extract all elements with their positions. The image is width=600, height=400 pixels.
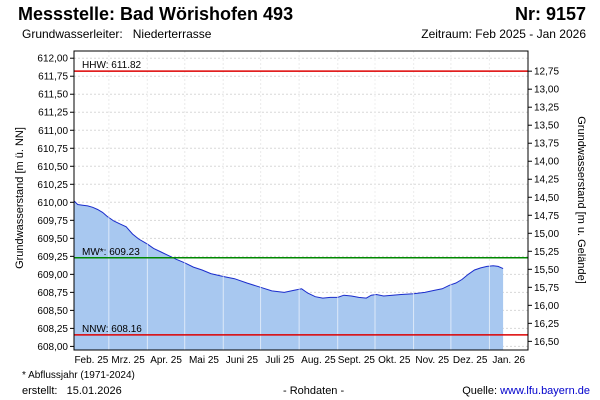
- y-right-tick-label: 15,50: [534, 265, 559, 276]
- y-axis-right: 12,75 13,00 13,25 13,50 13,75 14,00 14,25 14,50…: [528, 67, 559, 348]
- y-right-tick-label: 15,00: [534, 229, 559, 240]
- footnote: * Abflussjahr (1971-2024): [22, 370, 135, 381]
- x-tick-label: Juni 25: [226, 355, 259, 366]
- source: Quelle: www.lfu.bayern.de: [462, 385, 590, 397]
- period-label: Zeitraum: Feb 2025 - Jan 2026: [421, 27, 586, 41]
- y-tick-label: 611,75: [38, 72, 68, 83]
- y-tick-label: 612,00: [37, 54, 68, 65]
- y-right-tick-label: 16,25: [534, 319, 559, 330]
- aquifer-info: Grundwasserleiter: Niederterrasse: [22, 27, 211, 41]
- y-tick-label: 609,25: [37, 252, 68, 263]
- y-right-tick-label: 14,00: [534, 157, 559, 168]
- x-tick-label: Okt. 25: [378, 355, 411, 366]
- station-number: Nr: 9157: [514, 4, 586, 24]
- x-tick-label: Feb. 25: [74, 355, 108, 366]
- y-right-tick-label: 13,00: [534, 85, 559, 96]
- source-label: Quelle:: [462, 385, 498, 397]
- plot-frame: [73, 50, 529, 351]
- y-tick-label: 608,75: [37, 288, 68, 299]
- y-axis-left-label: Grundwasserstand [m ü. NN]: [14, 127, 26, 269]
- y-right-tick-label: 14,25: [534, 175, 559, 186]
- x-axis: Feb. 25 Mrz. 25 Apr. 25 Mai 25 Juni 25 Juli 2…: [74, 355, 525, 366]
- x-tick-label: Aug. 25: [301, 355, 336, 366]
- y-tick-label: 611,00: [38, 126, 68, 137]
- y-right-tick-label: 16,50: [534, 337, 559, 348]
- x-tick-label: Mai 25: [189, 355, 219, 366]
- y-tick-label: 610,75: [37, 144, 68, 155]
- y-right-tick-label: 16,00: [534, 301, 559, 312]
- y-axis-right-label: Grundwasserstand [m u. Gelände]: [575, 116, 587, 284]
- y-tick-label: 608,25: [37, 324, 68, 335]
- reference-lines: HHW: 611.82 MW*: 609.23 NNW: 608.16: [74, 60, 528, 336]
- source-link[interactable]: www.lfu.bayern.de: [500, 385, 590, 397]
- y-tick-label: 611,25: [38, 108, 68, 119]
- aquifer-label: Grundwasserleiter:: [22, 27, 123, 41]
- created-label: erstellt:: [22, 385, 58, 397]
- x-tick-label: Juli 25: [265, 355, 294, 366]
- created-value: 15.01.2026: [66, 385, 122, 397]
- raw-data-note: - Rohdaten -: [283, 385, 345, 397]
- y-right-tick-label: 14,75: [534, 211, 559, 222]
- y-tick-label: 610,50: [37, 162, 68, 173]
- x-tick-label: Apr. 25: [150, 355, 182, 366]
- y-right-tick-label: 13,50: [534, 121, 559, 132]
- created-date: erstellt: 15.01.2026: [22, 385, 122, 397]
- page-title: Messstelle: Bad Wörishofen 493: [18, 4, 294, 24]
- y-axis-left: 612,00 611,75 611,50 611,25 611,00 610,75 610,…: [37, 54, 74, 353]
- y-tick-label: 610,00: [37, 198, 68, 209]
- y-right-tick-label: 14,50: [534, 193, 559, 204]
- month-separators: [108, 51, 490, 350]
- y-tick-label: 610,25: [37, 180, 68, 191]
- y-right-tick-label: 13,25: [534, 103, 559, 114]
- y-right-tick-label: 12,75: [534, 67, 559, 78]
- y-tick-label: 609,00: [37, 270, 68, 281]
- y-tick-label: 609,75: [37, 216, 68, 227]
- y-right-tick-label: 15,25: [534, 247, 559, 258]
- y-right-tick-label: 13,75: [534, 139, 559, 150]
- x-tick-label: Dez. 25: [453, 355, 488, 366]
- y-tick-label: 608,50: [37, 306, 68, 317]
- groundwater-line: [73, 200, 504, 299]
- x-tick-label: Mrz. 25: [111, 355, 145, 366]
- aquifer-value: Niederterrasse: [132, 27, 212, 41]
- reference-label: NNW: 608.16: [82, 324, 142, 335]
- x-tick-label: Sept. 25: [338, 355, 376, 366]
- reference-label: HHW: 611.82: [82, 60, 142, 71]
- x-tick-label: Nov. 25: [415, 355, 449, 366]
- y-right-tick-label: 15,75: [534, 283, 559, 294]
- y-tick-label: 609,50: [37, 234, 68, 245]
- groundwater-area: [74, 200, 504, 350]
- reference-label: MW*: 609.23: [82, 247, 140, 258]
- x-tick-label: Jan. 26: [492, 355, 525, 366]
- y-tick-label: 608,00: [37, 342, 68, 353]
- y-tick-label: 611,50: [38, 90, 68, 101]
